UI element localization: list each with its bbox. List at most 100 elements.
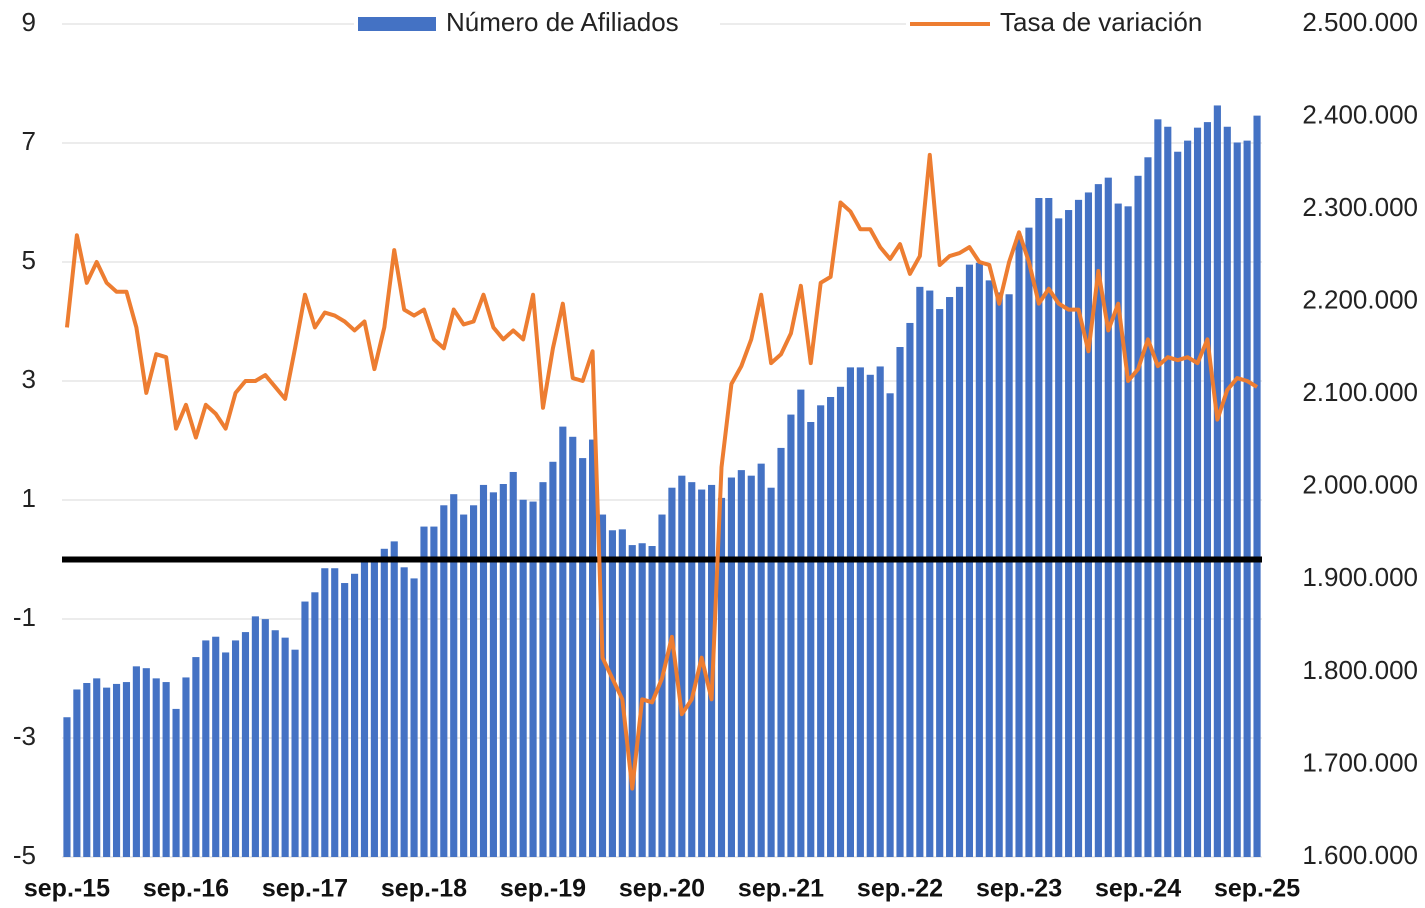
bar bbox=[717, 497, 726, 857]
bar bbox=[846, 367, 854, 857]
bar bbox=[955, 286, 964, 857]
bar bbox=[598, 514, 607, 857]
bar bbox=[1045, 198, 1053, 857]
x-tick-label: sep.-19 bbox=[500, 875, 586, 903]
bar bbox=[420, 526, 428, 857]
y2-tick-label: 2.500.000 bbox=[1302, 7, 1418, 37]
bar bbox=[231, 640, 240, 857]
bar bbox=[936, 309, 944, 857]
bar bbox=[192, 657, 200, 857]
bar bbox=[539, 482, 547, 857]
x-tick-label: sep.-24 bbox=[1095, 875, 1181, 903]
bar bbox=[1213, 105, 1221, 857]
bar bbox=[142, 668, 150, 857]
bar bbox=[737, 470, 745, 857]
bar bbox=[1104, 177, 1112, 858]
bar bbox=[251, 616, 259, 857]
x-tick-label: sep.-23 bbox=[976, 875, 1062, 903]
x-tick-label: sep.-22 bbox=[857, 875, 943, 903]
bar bbox=[658, 514, 666, 857]
bar bbox=[1134, 175, 1142, 857]
x-tick-label: sep.-15 bbox=[24, 875, 110, 903]
bar bbox=[311, 592, 319, 857]
bar bbox=[261, 619, 269, 857]
bar bbox=[618, 529, 626, 857]
bar bbox=[688, 482, 696, 857]
y-tick-label: 1 bbox=[22, 483, 36, 513]
bar bbox=[668, 487, 676, 857]
bar bbox=[866, 374, 874, 857]
bar bbox=[370, 559, 378, 857]
bar bbox=[182, 677, 190, 857]
bar bbox=[479, 484, 488, 857]
bar bbox=[1084, 192, 1093, 857]
bar bbox=[112, 683, 121, 857]
bar bbox=[896, 347, 904, 857]
bar bbox=[341, 583, 349, 857]
bar bbox=[1203, 122, 1212, 857]
y-tick-label: 3 bbox=[22, 364, 36, 394]
bar bbox=[1065, 210, 1073, 857]
bar bbox=[350, 573, 359, 857]
bar bbox=[559, 426, 567, 857]
bar bbox=[906, 322, 914, 857]
bar bbox=[212, 636, 220, 857]
legend-label: Número de Afiliados bbox=[446, 7, 679, 37]
bar bbox=[1233, 142, 1241, 857]
bar bbox=[817, 405, 825, 857]
bar bbox=[876, 366, 884, 857]
bar bbox=[777, 447, 785, 857]
bar bbox=[489, 492, 497, 857]
bar bbox=[589, 439, 597, 857]
bar bbox=[529, 501, 537, 857]
bar bbox=[608, 530, 616, 857]
y2-tick-label: 1.800.000 bbox=[1302, 655, 1418, 685]
bar bbox=[747, 475, 755, 857]
bar bbox=[132, 666, 140, 857]
y-tick-label: 9 bbox=[22, 7, 36, 37]
legend-swatch bbox=[358, 17, 436, 31]
bar bbox=[321, 568, 329, 857]
bar bbox=[222, 652, 230, 857]
bar bbox=[499, 484, 507, 857]
bar bbox=[331, 568, 339, 857]
bar bbox=[1184, 140, 1192, 857]
bar bbox=[1154, 119, 1162, 858]
y-tick-label: -1 bbox=[13, 602, 36, 632]
bar bbox=[1055, 218, 1063, 857]
y2-tick-label: 1.700.000 bbox=[1302, 747, 1418, 777]
bar bbox=[271, 630, 279, 857]
bar bbox=[400, 567, 408, 857]
bar bbox=[93, 678, 101, 857]
bar bbox=[162, 682, 170, 857]
bar bbox=[450, 494, 458, 857]
bar bbox=[1174, 151, 1182, 857]
bar bbox=[1144, 157, 1152, 857]
bar bbox=[767, 487, 775, 857]
bar bbox=[727, 477, 735, 857]
y2-tick-label: 2.100.000 bbox=[1302, 377, 1418, 407]
bar bbox=[678, 475, 686, 857]
bar bbox=[797, 389, 805, 857]
x-tick-label: sep.-16 bbox=[143, 875, 229, 903]
bar bbox=[1243, 140, 1251, 857]
bar bbox=[380, 548, 388, 857]
bar bbox=[63, 717, 71, 857]
bar bbox=[410, 578, 418, 857]
bar bbox=[202, 640, 210, 857]
bar bbox=[856, 367, 864, 857]
y2-tick-label: 1.900.000 bbox=[1302, 562, 1418, 592]
bar bbox=[172, 708, 180, 857]
bar bbox=[926, 290, 934, 857]
bar bbox=[470, 505, 478, 857]
bar bbox=[1005, 294, 1013, 857]
bar bbox=[430, 526, 438, 857]
bar bbox=[460, 514, 468, 857]
bar bbox=[241, 632, 250, 857]
line bbox=[64, 152, 1259, 791]
bar bbox=[549, 461, 557, 857]
y2-tick-label: 2.000.000 bbox=[1302, 470, 1418, 500]
bar bbox=[509, 471, 517, 857]
